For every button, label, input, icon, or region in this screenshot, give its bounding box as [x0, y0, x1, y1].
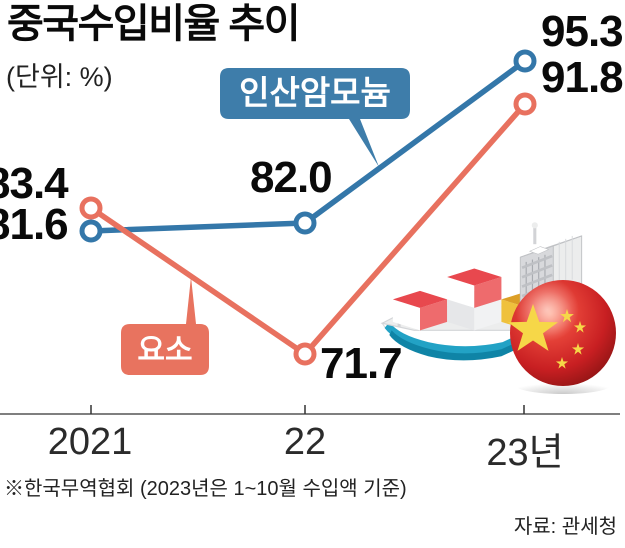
svg-text:인산암모늄: 인산암모늄: [239, 74, 391, 111]
svg-text:요소: 요소: [137, 334, 192, 367]
